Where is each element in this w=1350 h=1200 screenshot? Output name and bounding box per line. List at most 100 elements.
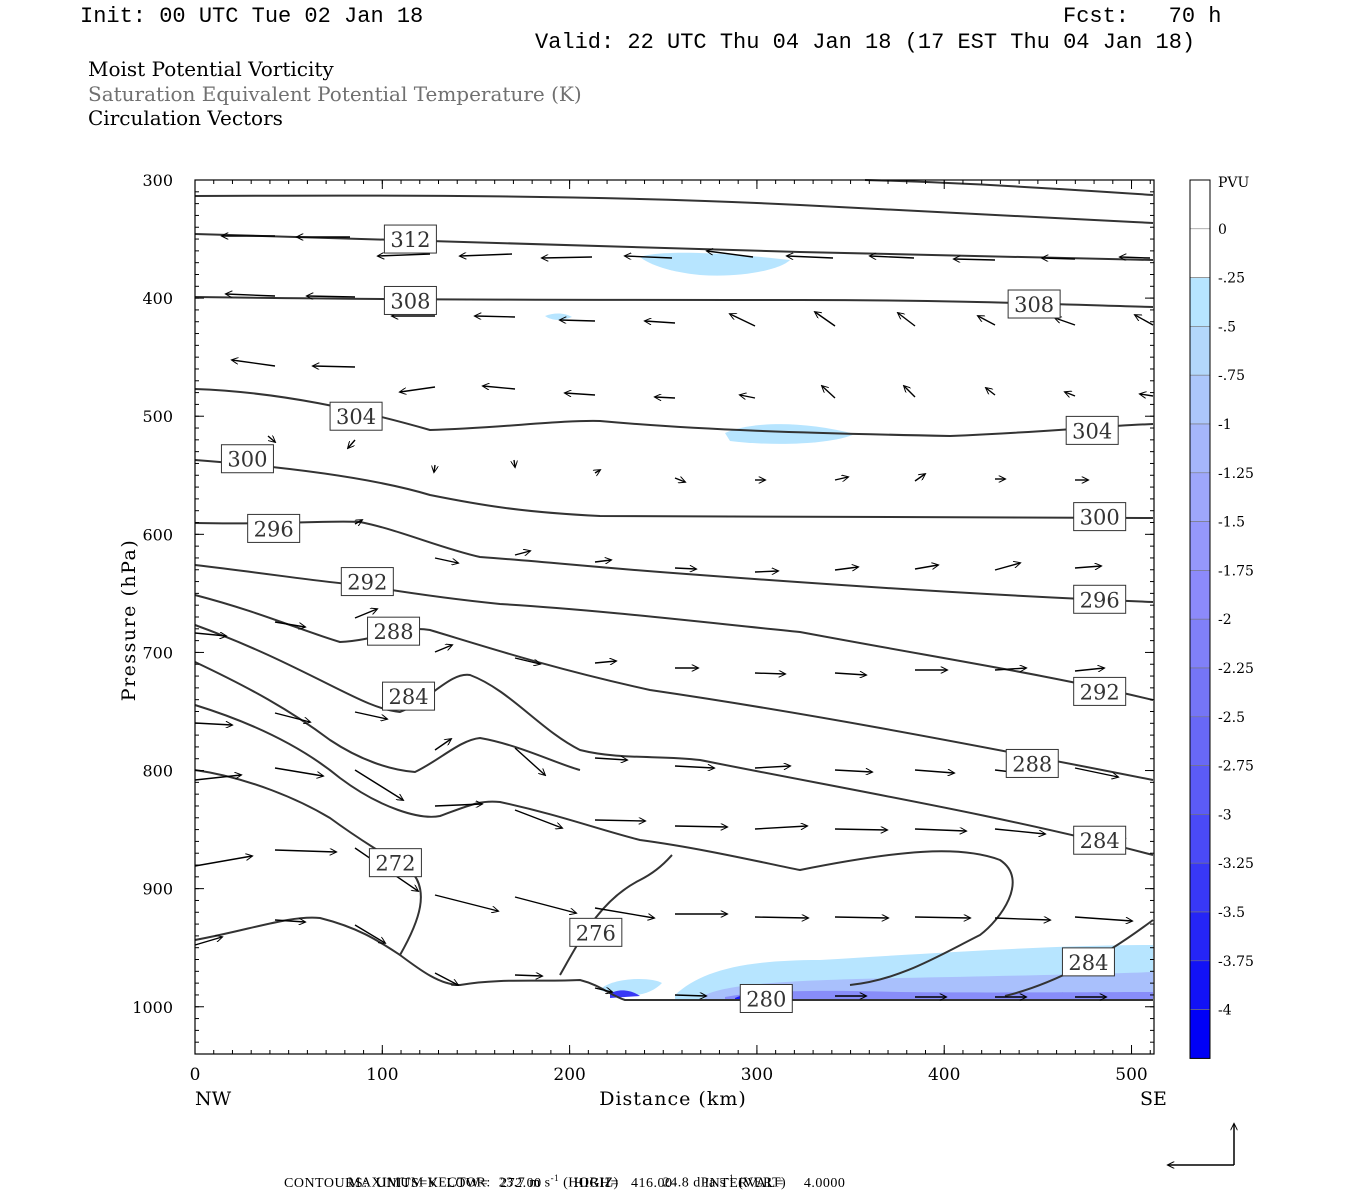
vector [565,393,596,395]
x-label-left: NW [195,1088,232,1110]
contour-info: CONTOURS: UNITS=K LOW= 272.00 HIGH= 416.… [284,1176,846,1191]
colorbar-swatch [1189,326,1211,376]
vector [594,988,612,992]
colorbar-swatch [1189,179,1211,230]
contour [194,624,1154,856]
y-tick-label: 1000 [132,998,173,1017]
contour-label: 296 [254,517,294,541]
vector [754,917,808,918]
vector [834,567,858,570]
contour-label-box [1007,289,1061,319]
vector [986,388,996,396]
contour [194,233,1154,261]
contour-label: 304 [1072,419,1112,443]
contour-label-box [368,848,422,878]
colorbar-label: -4 [1218,1003,1232,1019]
colorbar-label: -3 [1218,807,1232,823]
vert-tag: (VERT) [738,1175,787,1191]
vector [514,747,545,775]
vector [475,316,516,317]
colorbar-swatch [1189,277,1211,327]
init-time: Init: 00 UTC Tue 02 Jan 18 [80,4,424,29]
vector [914,917,970,918]
x-tick-label: 400 [928,1065,960,1085]
vector [754,766,790,768]
vector [1074,668,1104,671]
contour-labels: 312 308 308 304 304 300 300 296 296 292 292 288 288 2… [220,224,1127,1013]
vector [645,321,676,323]
contour [194,704,1014,986]
vector [354,520,362,524]
y-tick-label: 800 [142,762,173,781]
vector [313,366,356,367]
colorbar-label: -2.5 [1218,710,1245,726]
colorbar-swatch [1189,716,1211,766]
colorbar-label: -2.25 [1218,661,1254,677]
vector [434,557,458,563]
contour [194,459,1154,519]
contour-label-box [569,917,623,947]
contour [194,520,1154,603]
circulation-vectors [194,236,1154,997]
vector [994,918,1050,920]
forecast-hour: Fcst: 70 h [1063,4,1222,29]
vector [1120,257,1151,258]
x-tick-label: 500 [1115,1065,1147,1085]
contour-label: 284 [1068,951,1108,975]
contour-label-box [1073,502,1127,532]
pv-colorbar: 0 -.25 -.5 -.75 -1 -1.25 -1.5 -1.75 -2 -2.25 -2.5 -… [1189,179,1254,1059]
vector [994,563,1020,571]
pv-shading [545,252,1153,1000]
vector [514,657,540,664]
vector [514,896,576,913]
colorbar-label: -3.5 [1218,905,1245,921]
colorbar-label: -2 [1218,612,1232,628]
colorbar-swatch [1189,374,1211,425]
y-tick-label: 400 [142,289,173,308]
vector [994,828,1045,834]
vector [655,397,676,398]
pv-area-small [545,313,572,320]
vector [834,917,888,918]
vector [914,829,966,831]
vector [560,320,596,321]
vector [434,464,435,472]
colorbar-swatch [1189,862,1211,913]
contour [194,194,1154,224]
contour-label: 308 [390,289,430,313]
vector [594,758,627,760]
max-vector: MAXIMUM VECTOR: 23.7 m s-1 (HORIZ) 24.8 … [340,1157,786,1192]
vector [674,995,706,996]
contour [194,661,581,774]
contour-label: 280 [746,987,786,1011]
vector [594,907,654,918]
vector [815,312,836,327]
colorbar-swatch [1189,472,1211,522]
colorbar-label: 0 [1218,222,1227,238]
colorbar-unit: PVU [1218,175,1250,191]
y-tick-label: 500 [142,407,173,426]
contour-label-box [329,401,383,431]
colorbar-label: -1 [1218,417,1232,433]
vector [434,894,498,911]
vector [1140,394,1154,396]
vector [594,661,616,663]
contour-label: 308 [1014,293,1054,317]
y-tick-label: 300 [142,171,173,190]
y-tick-label: 600 [142,525,173,544]
vector [834,829,887,830]
colorbar-label: -1.5 [1218,515,1245,531]
vector [274,767,323,776]
colorbar-swatch [1189,667,1211,718]
contour-label: 300 [227,448,267,472]
contour-label: 312 [390,228,430,252]
contour-label: 276 [576,921,616,945]
vector [898,313,916,327]
contour-label: 284 [1080,829,1120,853]
contour-label-box [220,444,274,474]
vector [1074,566,1101,568]
vector [307,296,356,297]
colorbar-label: -3.25 [1218,856,1254,872]
pv-area-upper [640,252,790,276]
